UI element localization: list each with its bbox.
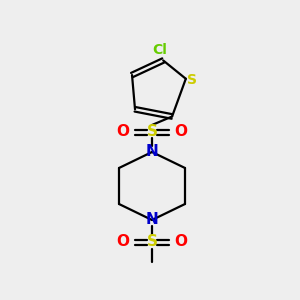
Text: S: S (146, 124, 158, 140)
Text: O: O (116, 235, 130, 250)
Text: S: S (146, 235, 158, 250)
Text: Cl: Cl (152, 44, 167, 58)
Text: N: N (146, 145, 158, 160)
Text: O: O (175, 124, 188, 140)
Text: S: S (187, 73, 197, 87)
Text: O: O (175, 235, 188, 250)
Text: N: N (146, 212, 158, 227)
Text: O: O (116, 124, 130, 140)
